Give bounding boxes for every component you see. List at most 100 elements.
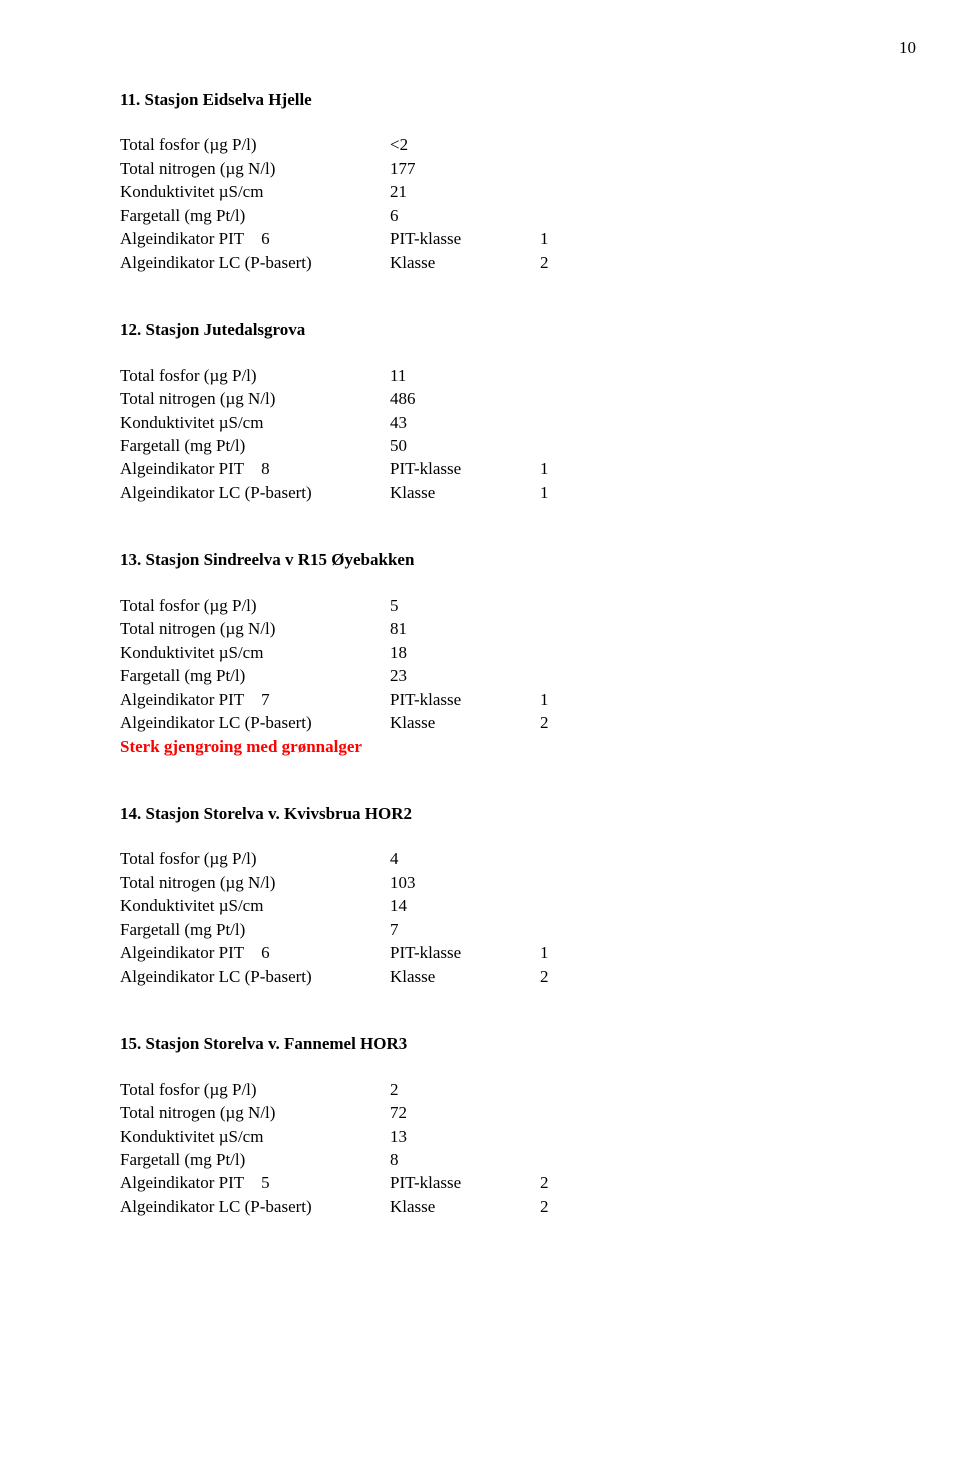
measure-row: Fargetall (mg Pt/l)7: [120, 918, 850, 941]
measure-value: 81: [390, 617, 540, 640]
station-section: 14. Stasjon Storelva v. Kvivsbrua HOR2 To…: [120, 802, 850, 988]
measure-row: Total nitrogen (µg N/l)486: [120, 387, 850, 410]
pit-value: 6: [261, 227, 305, 250]
pit-klasse-label: PIT-klasse: [390, 459, 461, 478]
measure-label: Fargetall (mg Pt/l): [120, 204, 390, 227]
measure-row: Konduktivitet µS/cm14: [120, 894, 850, 917]
measure-value: 13: [390, 1125, 540, 1148]
measure-row: Total nitrogen (µg N/l)103: [120, 871, 850, 894]
measure-label: Total nitrogen (µg N/l): [120, 871, 390, 894]
station-title: 11. Stasjon Eidselva Hjelle: [120, 88, 850, 111]
station-section: 15. Stasjon Storelva v. Fannemel HOR3 Tot…: [120, 1032, 850, 1218]
measure-value: 72: [390, 1101, 540, 1124]
measure-value: 11: [390, 364, 540, 387]
measure-row: Konduktivitet µS/cm43: [120, 411, 850, 434]
pit-value: 6: [261, 941, 305, 964]
measure-label: Fargetall (mg Pt/l): [120, 1148, 390, 1171]
measure-row: Konduktivitet µS/cm18: [120, 641, 850, 664]
measure-value: <2: [390, 133, 540, 156]
measure-label: Total fosfor (µg P/l): [120, 133, 390, 156]
lc-row: Algeindikator LC (P-basert)Klasse2: [120, 711, 850, 734]
lc-klasse-value: 2: [540, 711, 580, 734]
lc-klasse-label: Klasse: [390, 253, 435, 272]
pit-label: Algeindikator PIT 7: [120, 688, 390, 711]
measure-row: Total fosfor (µg P/l)4: [120, 847, 850, 870]
pit-value: 8: [261, 457, 305, 480]
lc-row: Algeindikator LC (P-basert)Klasse2: [120, 965, 850, 988]
measure-value: 43: [390, 411, 540, 434]
lc-klasse-label: Klasse: [390, 483, 435, 502]
measure-label: Fargetall (mg Pt/l): [120, 664, 390, 687]
measure-label: Total fosfor (µg P/l): [120, 1078, 390, 1101]
pit-klasse-value: 1: [540, 688, 580, 711]
pit-label: Algeindikator PIT 6: [120, 227, 390, 250]
measure-row: Fargetall (mg Pt/l)50: [120, 434, 850, 457]
lc-label: Algeindikator LC (P-basert): [120, 711, 390, 734]
measure-label: Konduktivitet µS/cm: [120, 1125, 390, 1148]
lc-label: Algeindikator LC (P-basert): [120, 251, 390, 274]
pit-klasse-value: 1: [540, 227, 580, 250]
station-section: 11. Stasjon Eidselva Hjelle Total fosfor …: [120, 88, 850, 274]
measure-label: Konduktivitet µS/cm: [120, 180, 390, 203]
measure-label: Total fosfor (µg P/l): [120, 847, 390, 870]
measure-row: Total fosfor (µg P/l)2: [120, 1078, 850, 1101]
station-title: 12. Stasjon Jutedalsgrova: [120, 318, 850, 341]
measure-row: Konduktivitet µS/cm13: [120, 1125, 850, 1148]
document-body: 11. Stasjon Eidselva Hjelle Total fosfor …: [120, 88, 850, 1218]
measure-row: Konduktivitet µS/cm21: [120, 180, 850, 203]
station-title: 13. Stasjon Sindreelva v R15 Øyebakken: [120, 548, 850, 571]
measure-value: 50: [390, 434, 540, 457]
measure-label: Konduktivitet µS/cm: [120, 894, 390, 917]
lc-klasse-label: Klasse: [390, 1197, 435, 1216]
pit-value: 5: [261, 1171, 305, 1194]
pit-row: Algeindikator PIT 6PIT-klasse1: [120, 941, 850, 964]
pit-klasse-value: 2: [540, 1171, 580, 1194]
lc-row: Algeindikator LC (P-basert)Klasse2: [120, 251, 850, 274]
measure-label: Total nitrogen (µg N/l): [120, 387, 390, 410]
lc-label: Algeindikator LC (P-basert): [120, 965, 390, 988]
measure-label: Total nitrogen (µg N/l): [120, 157, 390, 180]
measure-value: 177: [390, 157, 540, 180]
measure-label: Total nitrogen (µg N/l): [120, 617, 390, 640]
lc-klasse-value: 1: [540, 481, 580, 504]
measure-label: Total fosfor (µg P/l): [120, 594, 390, 617]
pit-label: Algeindikator PIT 5: [120, 1171, 390, 1194]
measure-value: 6: [390, 204, 540, 227]
pit-row: Algeindikator PIT 7PIT-klasse 1: [120, 688, 850, 711]
measure-value: 21: [390, 180, 540, 203]
measure-row: Total nitrogen (µg N/l)81: [120, 617, 850, 640]
pit-klasse-label: PIT-klasse: [390, 229, 461, 248]
measure-value: 23: [390, 664, 540, 687]
lc-label: Algeindikator LC (P-basert): [120, 481, 390, 504]
measure-value: 18: [390, 641, 540, 664]
lc-klasse-value: 2: [540, 965, 580, 988]
pit-value: 7: [261, 688, 305, 711]
pit-row: Algeindikator PIT 5PIT-klasse 2: [120, 1171, 850, 1194]
station-note: Sterk gjengroing med grønnalger: [120, 735, 850, 758]
station-title: 14. Stasjon Storelva v. Kvivsbrua HOR2: [120, 802, 850, 825]
pit-klasse-label: PIT-klasse: [390, 690, 461, 709]
measure-row: Total fosfor (µg P/l)<2: [120, 133, 850, 156]
lc-klasse-value: 2: [540, 1195, 580, 1218]
pit-label: Algeindikator PIT 8: [120, 457, 390, 480]
measure-value: 4: [390, 847, 540, 870]
pit-row: Algeindikator PIT 6PIT-klasse 1: [120, 227, 850, 250]
measure-value: 7: [390, 918, 540, 941]
measure-value: 8: [390, 1148, 540, 1171]
measure-row: Total nitrogen (µg N/l)72: [120, 1101, 850, 1124]
lc-label: Algeindikator LC (P-basert): [120, 1195, 390, 1218]
measure-label: Total nitrogen (µg N/l): [120, 1101, 390, 1124]
pit-klasse-label: PIT-klasse: [390, 1173, 461, 1192]
measure-label: Fargetall (mg Pt/l): [120, 434, 390, 457]
lc-row: Algeindikator LC (P-basert)Klasse 1: [120, 481, 850, 504]
station-section: 13. Stasjon Sindreelva v R15 Øyebakken To…: [120, 548, 850, 758]
pit-klasse-label: PIT-klasse: [390, 943, 461, 962]
measure-row: Fargetall (mg Pt/l)6: [120, 204, 850, 227]
station-title: 15. Stasjon Storelva v. Fannemel HOR3: [120, 1032, 850, 1055]
page-number: 10: [899, 36, 916, 59]
measure-value: 14: [390, 894, 540, 917]
measure-row: Total fosfor (µg P/l)5: [120, 594, 850, 617]
measure-label: Konduktivitet µS/cm: [120, 641, 390, 664]
measure-label: Fargetall (mg Pt/l): [120, 918, 390, 941]
measure-row: Total fosfor (µg P/l)11: [120, 364, 850, 387]
